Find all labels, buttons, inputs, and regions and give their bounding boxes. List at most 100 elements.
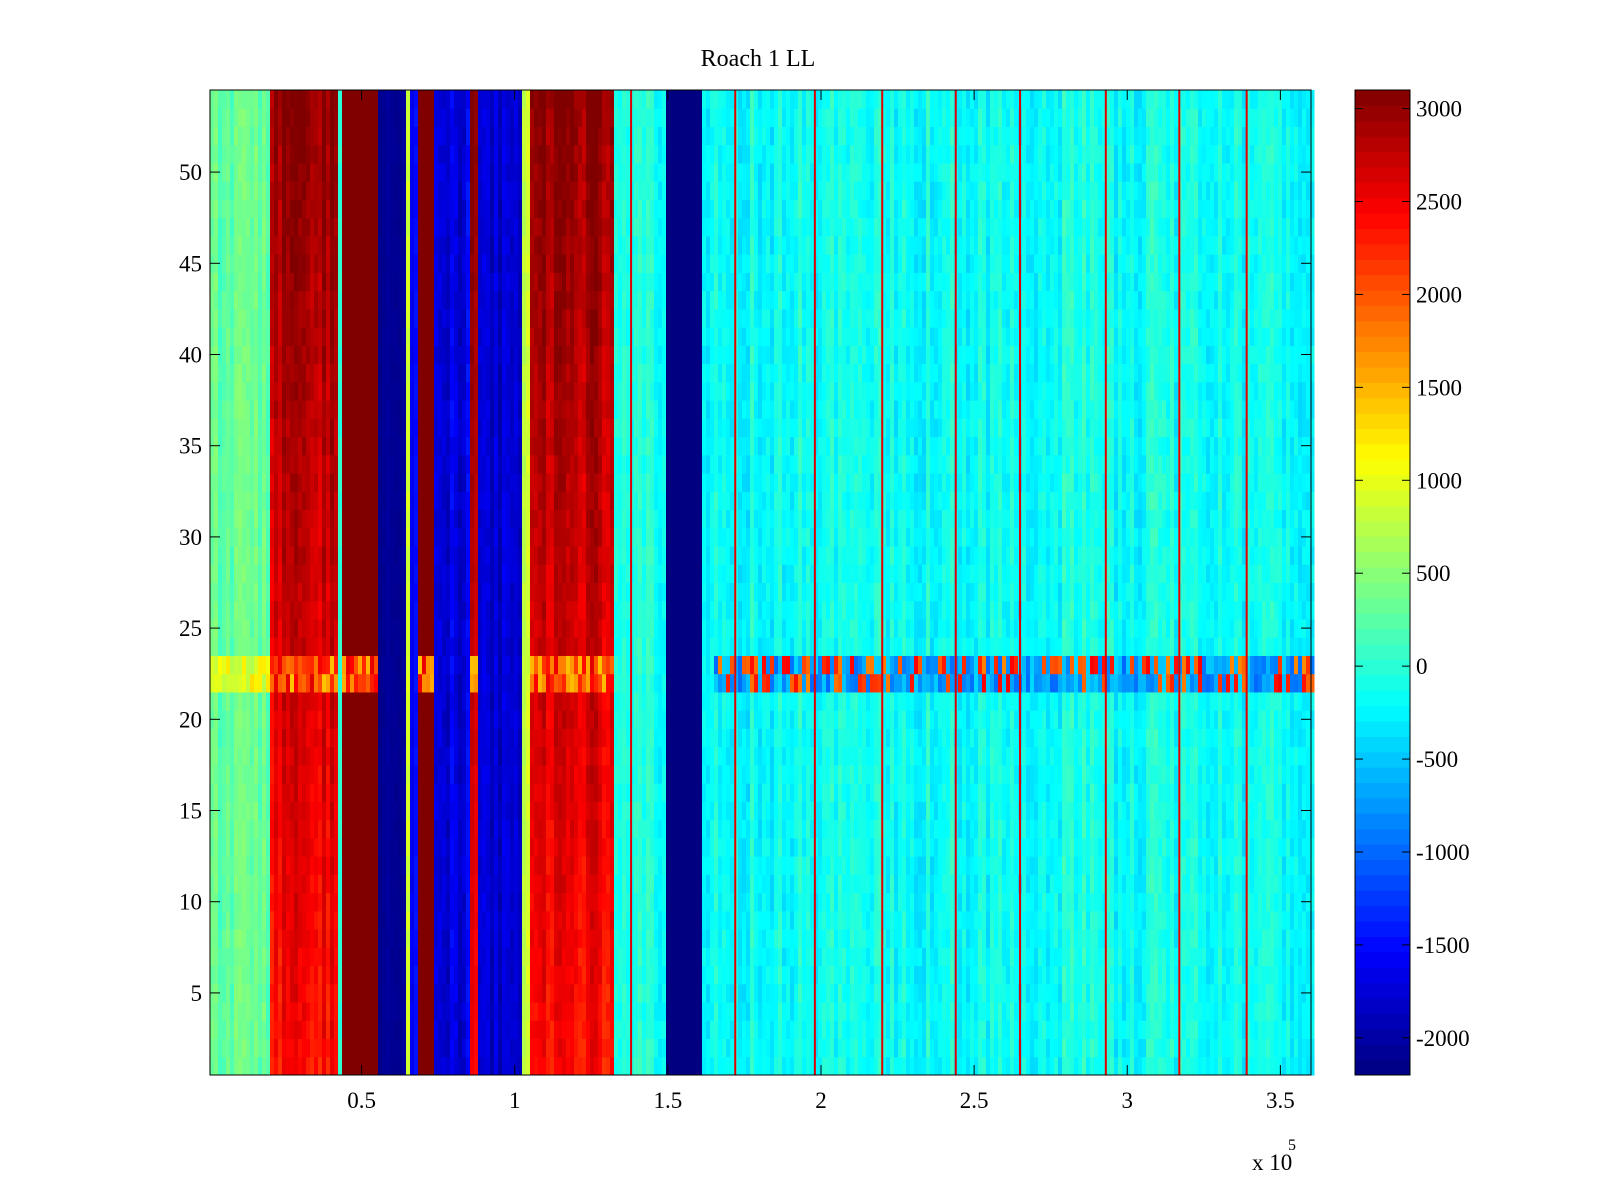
heatmap-cell: [262, 801, 267, 821]
heatmap-cell: [470, 564, 475, 583]
heatmap-cell: [342, 199, 347, 219]
heatmap-cell: [506, 892, 511, 912]
heatmap-cell: [430, 454, 435, 474]
heatmap-cell: [490, 929, 495, 948]
heatmap-cell: [482, 618, 487, 638]
heatmap-cell: [430, 473, 435, 492]
heatmap-cell: [394, 217, 399, 237]
heatmap-cell: [534, 1056, 539, 1076]
heatmap-cell: [242, 327, 247, 346]
heatmap-cell: [274, 856, 279, 875]
heatmap-cell: [338, 108, 343, 127]
heatmap-cell: [238, 527, 243, 547]
heatmap-cell: [362, 1038, 367, 1058]
heatmap-cell: [570, 381, 575, 401]
heatmap-cell: [222, 655, 227, 675]
heatmap-cell: [382, 400, 387, 419]
heatmap-cell: [306, 856, 311, 875]
heatmap-cell: [246, 473, 251, 492]
heatmap-cell: [574, 582, 579, 602]
heatmap-cell: [402, 181, 407, 200]
heatmap-cell: [446, 181, 451, 200]
heatmap-cell: [510, 637, 515, 656]
heatmap-cell: [534, 655, 539, 675]
heatmap-cell: [474, 454, 479, 474]
heatmap-cell: [430, 746, 435, 766]
heatmap-cell: [378, 1038, 383, 1058]
heatmap-cell: [334, 929, 339, 948]
heatmap-cell: [562, 582, 567, 602]
heatmap-cell: [322, 600, 327, 620]
heatmap-cell: [318, 144, 323, 164]
heatmap-cell: [506, 327, 511, 346]
heatmap-cell: [210, 746, 215, 766]
heatmap-cell: [518, 947, 523, 967]
heatmap-cell: [246, 655, 251, 675]
heatmap-cell: [214, 199, 219, 219]
heatmap-cell: [234, 655, 239, 675]
heatmap-cell: [470, 363, 475, 383]
heatmap-cell: [534, 764, 539, 784]
heatmap-cell: [446, 381, 451, 401]
heatmap-cell: [390, 126, 395, 146]
heatmap-cell: [330, 527, 335, 547]
heatmap-cell: [310, 363, 315, 383]
heatmap-cell: [386, 801, 391, 821]
heatmap-cell: [554, 892, 559, 912]
heatmap-cell: [438, 929, 443, 948]
heatmap-cell: [226, 345, 231, 365]
heatmap-cell: [290, 418, 295, 438]
heatmap-cell: [418, 527, 423, 547]
heatmap-cell: [374, 436, 379, 456]
heatmap-cell: [410, 473, 415, 492]
heatmap-cell: [418, 126, 423, 146]
heatmap-cell: [442, 181, 447, 200]
heatmap-cell: [534, 710, 539, 729]
heatmap-cell: [218, 856, 223, 875]
heatmap-cell: [550, 308, 555, 328]
heatmap-cell: [434, 509, 439, 529]
heatmap-cell: [230, 655, 235, 675]
heatmap-cell: [366, 181, 371, 200]
heatmap-cell: [570, 126, 575, 146]
heatmap-cell: [414, 600, 419, 620]
heatmap-cell: [322, 345, 327, 365]
heatmap-cell: [374, 764, 379, 784]
heatmap-cell: [218, 728, 223, 748]
heatmap-cell: [326, 199, 331, 219]
heatmap-cell: [250, 454, 255, 474]
heatmap-cell: [498, 363, 503, 383]
heatmap-cell: [222, 527, 227, 547]
heatmap-cell: [478, 801, 483, 821]
heatmap-cell: [334, 673, 339, 693]
heatmap-cell: [318, 1002, 323, 1021]
heatmap-cell: [410, 217, 415, 237]
heatmap-cell: [522, 637, 527, 656]
heatmap-cell: [306, 582, 311, 602]
heatmap-cell: [494, 892, 499, 912]
heatmap-cell: [574, 235, 579, 255]
heatmap-cell: [338, 618, 343, 638]
heatmap-cell: [210, 108, 215, 127]
heatmap-cell: [242, 254, 247, 273]
heatmap-cell: [238, 1038, 243, 1058]
heatmap-cell: [402, 454, 407, 474]
heatmap-cell: [254, 746, 259, 766]
heatmap-cell: [502, 363, 507, 383]
heatmap-cell: [246, 527, 251, 547]
heatmap-cell: [246, 1038, 251, 1058]
heatmap-cell: [358, 217, 363, 237]
heatmap-cell: [442, 783, 447, 802]
heatmap-cell: [390, 90, 395, 109]
heatmap-cell: [538, 947, 543, 967]
heatmap-cell: [354, 618, 359, 638]
heatmap-cell: [518, 983, 523, 1003]
heatmap-cell: [250, 637, 255, 656]
heatmap-cell: [250, 728, 255, 748]
heatmap-cell: [402, 837, 407, 857]
heatmap-cell: [298, 217, 303, 237]
heatmap-cell: [358, 144, 363, 164]
heatmap-cell: [282, 965, 287, 985]
heatmap-cell: [538, 363, 543, 383]
heatmap-cell: [514, 436, 519, 456]
